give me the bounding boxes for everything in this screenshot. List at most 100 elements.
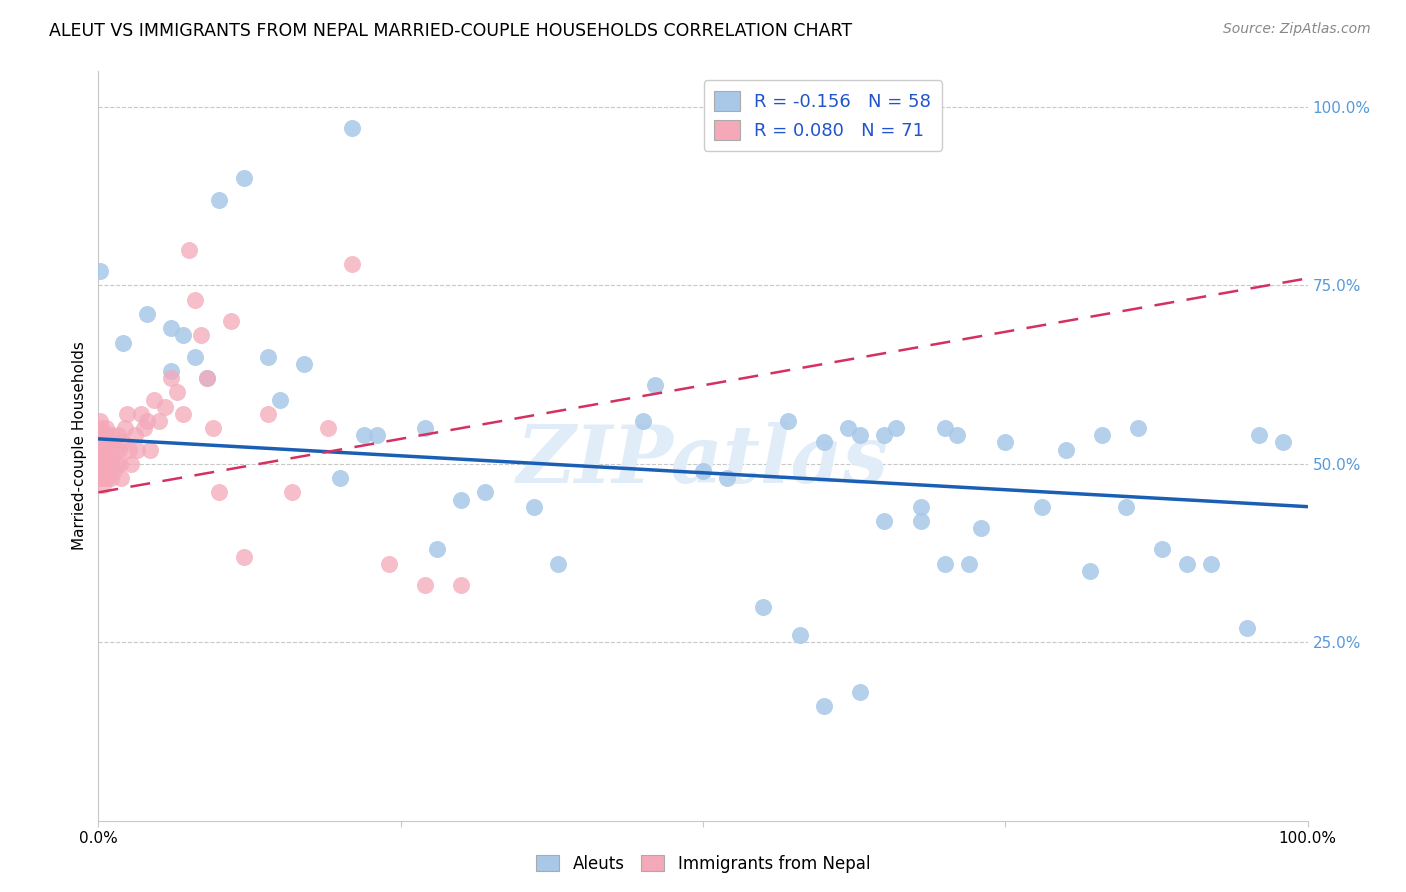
Point bbox=[1054, 442, 1077, 457]
Point bbox=[342, 121, 364, 136]
Point bbox=[1152, 542, 1174, 557]
Point bbox=[813, 699, 835, 714]
Point bbox=[94, 421, 117, 435]
Point bbox=[160, 371, 183, 385]
Point bbox=[97, 450, 120, 464]
Point bbox=[96, 471, 118, 485]
Point bbox=[1199, 557, 1222, 571]
Point bbox=[166, 385, 188, 400]
Point bbox=[100, 428, 122, 442]
Point bbox=[114, 421, 136, 435]
Point bbox=[93, 442, 115, 457]
Point bbox=[329, 471, 352, 485]
Point bbox=[232, 549, 254, 564]
Point bbox=[118, 442, 141, 457]
Point bbox=[547, 557, 569, 571]
Point bbox=[98, 442, 121, 457]
Point bbox=[91, 435, 114, 450]
Point bbox=[110, 471, 132, 485]
Point bbox=[934, 421, 956, 435]
Point bbox=[101, 435, 124, 450]
Point bbox=[190, 328, 212, 343]
Point bbox=[172, 328, 194, 343]
Point bbox=[353, 428, 375, 442]
Point bbox=[1249, 428, 1271, 442]
Text: Source: ZipAtlas.com: Source: ZipAtlas.com bbox=[1223, 22, 1371, 37]
Point bbox=[269, 392, 291, 407]
Point bbox=[1115, 500, 1137, 514]
Point bbox=[994, 435, 1017, 450]
Point bbox=[94, 450, 117, 464]
Point bbox=[184, 293, 207, 307]
Point bbox=[91, 457, 114, 471]
Legend: Aleuts, Immigrants from Nepal: Aleuts, Immigrants from Nepal bbox=[529, 848, 877, 880]
Point bbox=[1078, 564, 1101, 578]
Point bbox=[208, 485, 231, 500]
Point bbox=[292, 357, 315, 371]
Point bbox=[93, 428, 115, 442]
Point bbox=[89, 471, 111, 485]
Point bbox=[232, 171, 254, 186]
Point bbox=[886, 421, 908, 435]
Point bbox=[474, 485, 496, 500]
Point bbox=[873, 428, 896, 442]
Point bbox=[108, 442, 131, 457]
Point bbox=[89, 264, 111, 278]
Point bbox=[366, 428, 388, 442]
Point bbox=[98, 457, 121, 471]
Point bbox=[89, 428, 111, 442]
Point bbox=[837, 421, 859, 435]
Point bbox=[789, 628, 811, 642]
Point bbox=[134, 421, 156, 435]
Point bbox=[202, 421, 225, 435]
Point bbox=[91, 478, 114, 492]
Point bbox=[849, 685, 872, 699]
Point bbox=[970, 521, 993, 535]
Point bbox=[179, 243, 201, 257]
Point bbox=[426, 542, 449, 557]
Point bbox=[256, 407, 278, 421]
Point bbox=[413, 578, 436, 592]
Point bbox=[90, 421, 112, 435]
Point bbox=[716, 471, 738, 485]
Point bbox=[107, 428, 129, 442]
Point bbox=[450, 492, 472, 507]
Point bbox=[148, 414, 170, 428]
Point bbox=[153, 400, 176, 414]
Point bbox=[89, 457, 111, 471]
Point bbox=[94, 464, 117, 478]
Point bbox=[97, 435, 120, 450]
Point bbox=[89, 414, 111, 428]
Point bbox=[849, 428, 872, 442]
Point bbox=[450, 578, 472, 592]
Point bbox=[172, 407, 194, 421]
Point bbox=[316, 421, 339, 435]
Point bbox=[100, 450, 122, 464]
Point bbox=[957, 557, 980, 571]
Point bbox=[120, 457, 142, 471]
Point bbox=[160, 321, 183, 335]
Point bbox=[89, 442, 111, 457]
Point bbox=[1091, 428, 1114, 442]
Point bbox=[1236, 621, 1258, 635]
Point bbox=[117, 407, 139, 421]
Point bbox=[91, 457, 114, 471]
Point bbox=[910, 514, 932, 528]
Point bbox=[195, 371, 218, 385]
Point bbox=[644, 378, 666, 392]
Point bbox=[1031, 500, 1053, 514]
Point bbox=[934, 557, 956, 571]
Point bbox=[93, 457, 115, 471]
Point bbox=[813, 435, 835, 450]
Point bbox=[124, 428, 146, 442]
Point bbox=[139, 442, 162, 457]
Point bbox=[631, 414, 654, 428]
Point bbox=[184, 350, 207, 364]
Point bbox=[103, 464, 125, 478]
Point bbox=[692, 464, 714, 478]
Text: ZIPatlas: ZIPatlas bbox=[517, 422, 889, 500]
Point bbox=[752, 599, 775, 614]
Point bbox=[1272, 435, 1295, 450]
Point bbox=[873, 514, 896, 528]
Point bbox=[160, 364, 183, 378]
